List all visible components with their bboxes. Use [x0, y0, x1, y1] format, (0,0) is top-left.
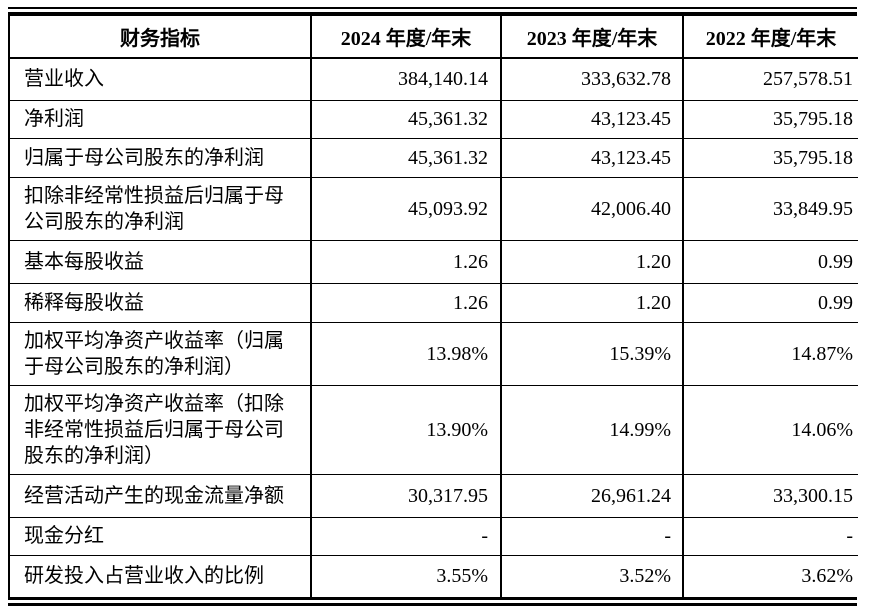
- value-2023: 42,006.40: [500, 177, 683, 241]
- value-2023: 1.20: [500, 240, 683, 284]
- indicator-label: 净利润: [8, 100, 311, 139]
- table-row: 加权平均净资产收益率（归属于母公司股东的净利润） 13.98% 15.39% 1…: [8, 322, 858, 386]
- value-2023: 1.20: [500, 283, 683, 323]
- value-2022: 257,578.51: [682, 58, 858, 101]
- indicator-label: 研发投入占营业收入的比例: [8, 555, 311, 597]
- table-row: 研发投入占营业收入的比例 3.55% 3.52% 3.62%: [8, 555, 858, 597]
- value-2022: 35,795.18: [682, 100, 858, 139]
- column-header-2023: 2023 年度/年末: [500, 16, 683, 59]
- indicator-label: 稀释每股收益: [8, 283, 311, 323]
- value-2024: -: [310, 517, 501, 556]
- value-2022: 3.62%: [682, 555, 858, 597]
- table-row: 营业收入 384,140.14 333,632.78 257,578.51: [8, 58, 858, 101]
- table-row: 扣除非经常性损益后归属于母公司股东的净利润 45,093.92 42,006.4…: [8, 177, 858, 241]
- value-2023: 43,123.45: [500, 100, 683, 139]
- value-2022: 33,849.95: [682, 177, 858, 241]
- financial-table-container: 财务指标 2024 年度/年末 2023 年度/年末 2022 年度/年末 营业…: [8, 7, 858, 606]
- value-2024: 45,361.32: [310, 138, 501, 178]
- value-2022: -: [682, 517, 858, 556]
- financial-indicators-table: 财务指标 2024 年度/年末 2023 年度/年末 2022 年度/年末 营业…: [8, 16, 858, 597]
- value-2022: 0.99: [682, 283, 858, 323]
- value-2024: 30,317.95: [310, 474, 501, 518]
- table-row: 现金分红 - - -: [8, 517, 858, 556]
- value-2023: 26,961.24: [500, 474, 683, 518]
- table-row: 经营活动产生的现金流量净额 30,317.95 26,961.24 33,300…: [8, 474, 858, 518]
- table-top-thin-rule: [8, 7, 857, 9]
- indicator-label: 经营活动产生的现金流量净额: [8, 474, 311, 518]
- value-2024: 13.98%: [310, 322, 501, 386]
- value-2024: 13.90%: [310, 385, 501, 475]
- indicator-label: 加权平均净资产收益率（扣除非经常性损益后归属于母公司股东的净利润）: [8, 385, 311, 475]
- value-2023: -: [500, 517, 683, 556]
- value-2024: 1.26: [310, 283, 501, 323]
- value-2024: 45,361.32: [310, 100, 501, 139]
- value-2023: 15.39%: [500, 322, 683, 386]
- indicator-label: 归属于母公司股东的净利润: [8, 138, 311, 178]
- value-2024: 45,093.92: [310, 177, 501, 241]
- table-row: 基本每股收益 1.26 1.20 0.99: [8, 240, 858, 284]
- table-row: 加权平均净资产收益率（扣除非经常性损益后归属于母公司股东的净利润） 13.90%…: [8, 385, 858, 475]
- column-header-2024: 2024 年度/年末: [310, 16, 501, 59]
- value-2024: 3.55%: [310, 555, 501, 597]
- indicator-label: 扣除非经常性损益后归属于母公司股东的净利润: [8, 177, 311, 241]
- value-2022: 14.06%: [682, 385, 858, 475]
- table-top-thick-rule: [8, 12, 857, 16]
- value-2023: 14.99%: [500, 385, 683, 475]
- value-2023: 333,632.78: [500, 58, 683, 101]
- value-2022: 33,300.15: [682, 474, 858, 518]
- value-2024: 384,140.14: [310, 58, 501, 101]
- header-row: 财务指标 2024 年度/年末 2023 年度/年末 2022 年度/年末: [8, 16, 858, 59]
- value-2022: 35,795.18: [682, 138, 858, 178]
- value-2022: 14.87%: [682, 322, 858, 386]
- value-2023: 3.52%: [500, 555, 683, 597]
- indicator-label: 基本每股收益: [8, 240, 311, 284]
- indicator-label: 加权平均净资产收益率（归属于母公司股东的净利润）: [8, 322, 311, 386]
- value-2022: 0.99: [682, 240, 858, 284]
- column-header-2022: 2022 年度/年末: [682, 16, 858, 59]
- value-2024: 1.26: [310, 240, 501, 284]
- indicator-label: 营业收入: [8, 58, 311, 101]
- table-row: 净利润 45,361.32 43,123.45 35,795.18: [8, 100, 858, 139]
- column-header-indicator: 财务指标: [8, 16, 311, 59]
- table-row: 归属于母公司股东的净利润 45,361.32 43,123.45 35,795.…: [8, 138, 858, 178]
- value-2023: 43,123.45: [500, 138, 683, 178]
- table-row: 稀释每股收益 1.26 1.20 0.99: [8, 283, 858, 323]
- indicator-label: 现金分红: [8, 517, 311, 556]
